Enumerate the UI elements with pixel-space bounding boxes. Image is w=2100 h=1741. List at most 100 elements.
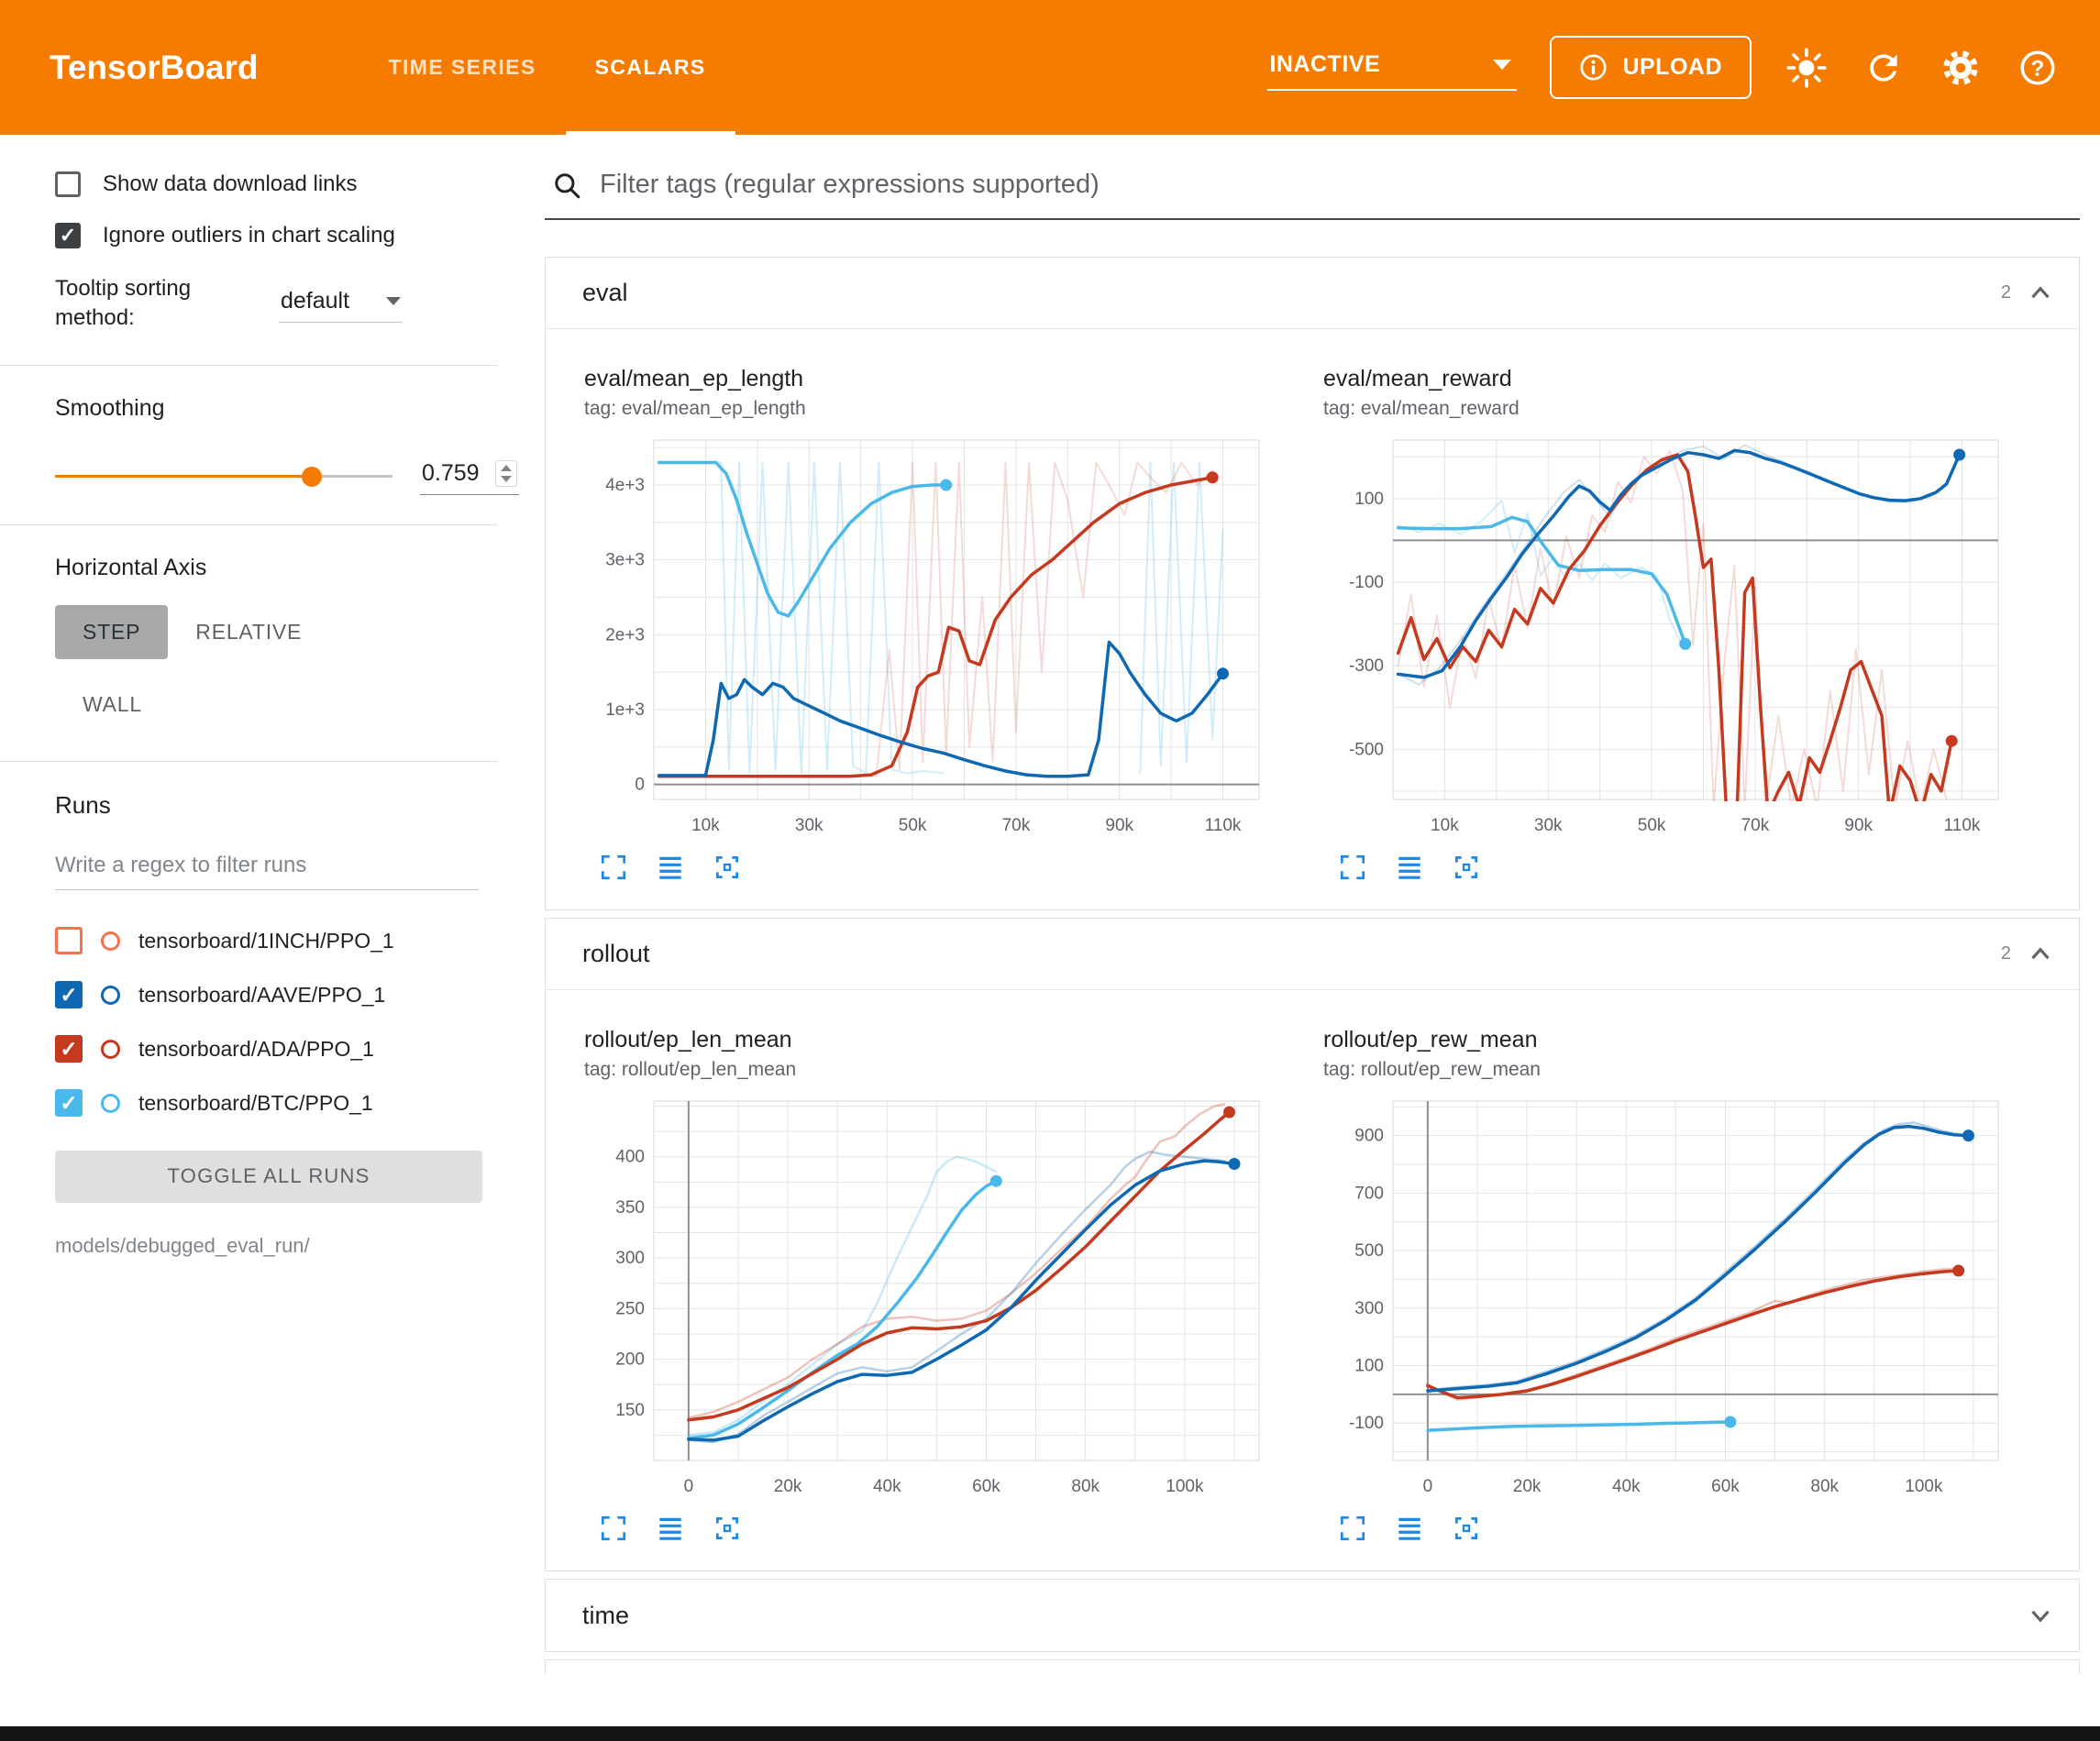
status-dropdown-value: INACTIVE [1269, 51, 1381, 77]
chevron-down-icon [386, 297, 402, 306]
data-table-icon[interactable] [1395, 1514, 1424, 1543]
run-checkbox[interactable] [55, 981, 83, 1009]
expand-icon[interactable] [1338, 853, 1367, 882]
tooltip-sorting-row: Tooltip sorting method: default [55, 274, 519, 334]
run-row[interactable]: tensorboard/BTC/PPO_1 [55, 1076, 519, 1130]
svg-text:50k: 50k [899, 816, 927, 835]
svg-text:4e+3: 4e+3 [605, 476, 645, 495]
smoothing-slider-knob[interactable] [301, 466, 322, 487]
help-button[interactable]: ? [2016, 46, 2060, 90]
chevron-up-icon[interactable] [2024, 938, 2057, 971]
svg-text:30k: 30k [795, 816, 823, 835]
app-title: TensorBoard [50, 48, 259, 86]
smoothing-slider[interactable] [55, 466, 392, 487]
svg-text:-100: -100 [1349, 573, 1384, 592]
fit-domain-icon[interactable] [1452, 853, 1481, 882]
chart-canvas[interactable]: 10k 30k 50k 70k 90k 110k -500 -300 -100 100 [1323, 431, 2011, 843]
run-label: tensorboard/ADA/PPO_1 [138, 1036, 374, 1061]
data-table-icon[interactable] [1395, 853, 1424, 882]
smoothing-stepper[interactable] [495, 459, 517, 487]
run-color-indicator [101, 1039, 120, 1059]
chevron-down-icon[interactable] [2024, 1599, 2057, 1632]
chart-eval-mean-ep-length: eval/mean_ep_length tag: eval/mean_ep_le… [584, 366, 1281, 882]
toggle-all-runs-button[interactable]: TOGGLE ALL RUNS [55, 1150, 482, 1203]
smoothing-value-input[interactable] [422, 459, 482, 487]
stepper-down-icon[interactable] [501, 475, 512, 482]
svg-text:300: 300 [615, 1249, 645, 1268]
fit-domain-icon[interactable] [713, 1514, 742, 1543]
chevron-up-icon[interactable] [2024, 277, 2057, 310]
expand-icon[interactable] [599, 853, 628, 882]
next-card-edge [545, 1659, 2080, 1674]
chart-canvas[interactable]: 0 20k 40k 60k 80k 100k 150 200 250 300 350 400 [584, 1092, 1272, 1504]
chart-tag: tag: eval/mean_reward [1323, 398, 1520, 419]
chart-toolbar [1323, 1514, 2020, 1543]
smoothing-label: Smoothing [55, 394, 165, 421]
card-rollout: rollout 2 rollout/ep_len_mean tag: rollo… [545, 918, 2080, 1571]
settings-button[interactable] [1939, 46, 1983, 90]
tooltip-sorting-value: default [281, 288, 350, 314]
runs-filter-input[interactable] [55, 843, 479, 890]
ignore-outliers-option[interactable]: Ignore outliers in chart scaling [55, 223, 519, 248]
run-row[interactable]: tensorboard/ADA/PPO_1 [55, 1022, 519, 1076]
run-row[interactable]: tensorboard/AAVE/PPO_1 [55, 968, 519, 1022]
runs-section: Runs tensorboard/1INCH/PPO_1 tensorboard… [55, 791, 519, 1258]
run-checkbox[interactable] [55, 927, 83, 955]
run-checkbox[interactable] [55, 1035, 83, 1063]
smoothing-value-box [420, 458, 519, 495]
chart-tag: tag: rollout/ep_len_mean [584, 1059, 797, 1080]
refresh-button[interactable] [1862, 46, 1906, 90]
status-dropdown[interactable]: INACTIVE [1267, 44, 1518, 91]
stepper-up-icon[interactable] [501, 464, 512, 471]
chart-title: eval/mean_reward [1323, 366, 1512, 391]
run-checkbox[interactable] [55, 1089, 83, 1118]
chart-canvas[interactable]: 10k 30k 50k 70k 90k 110k 0 1e+3 2e+3 3e+3 4e+3 [584, 431, 1272, 843]
fit-domain-icon[interactable] [713, 853, 742, 882]
axis-relative-button[interactable]: RELATIVE [195, 619, 303, 644]
run-color-indicator [101, 985, 120, 1005]
expand-icon[interactable] [1338, 1514, 1367, 1543]
tooltip-sorting-select[interactable]: default [279, 284, 403, 324]
data-table-icon[interactable] [656, 853, 685, 882]
upload-button[interactable]: UPLOAD [1550, 36, 1752, 99]
fit-domain-icon[interactable] [1452, 1514, 1481, 1543]
tab-scalars[interactable]: SCALARS [565, 0, 735, 135]
tag-filter-input[interactable] [600, 170, 2072, 200]
card-count: 2 [2000, 282, 2011, 303]
axis-step-button[interactable]: STEP [55, 604, 169, 659]
svg-text:100: 100 [1354, 1357, 1384, 1376]
horizontal-axis-section: Horizontal Axis STEP RELATIVE WALL [55, 555, 519, 732]
expand-icon[interactable] [599, 1514, 628, 1543]
svg-text:110k: 110k [1205, 816, 1242, 835]
chart-eval-mean-reward: eval/mean_reward tag: eval/mean_reward 1… [1323, 366, 2020, 882]
card-title: time [582, 1601, 630, 1629]
run-list: tensorboard/1INCH/PPO_1 tensorboard/AAVE… [55, 914, 519, 1130]
bottom-bar [0, 1726, 2100, 1741]
brightness-toggle-button[interactable] [1785, 46, 1829, 90]
chart-title: eval/mean_ep_length [584, 366, 804, 391]
smoothing-section: Smoothing [55, 395, 519, 495]
checkbox-icon[interactable] [55, 223, 81, 248]
svg-text:80k: 80k [1071, 1477, 1100, 1496]
run-row[interactable]: tensorboard/1INCH/PPO_1 [55, 914, 519, 968]
checkbox-label: Ignore outliers in chart scaling [103, 223, 395, 248]
svg-text:90k: 90k [1844, 816, 1873, 835]
tag-filter-row [545, 160, 2080, 220]
run-color-indicator [101, 1093, 120, 1113]
axis-wall-button[interactable]: WALL [83, 691, 142, 716]
data-table-icon[interactable] [656, 1514, 685, 1543]
svg-text:0: 0 [635, 776, 645, 795]
svg-text:250: 250 [615, 1299, 645, 1318]
svg-text:200: 200 [615, 1350, 645, 1370]
svg-text:150: 150 [615, 1401, 645, 1420]
card-rollout-header[interactable]: rollout 2 [546, 919, 2079, 990]
svg-text:70k: 70k [1002, 816, 1031, 835]
chart-canvas[interactable]: 0 20k 40k 60k 80k 100k -100 100 300 500 700 900 [1323, 1092, 2011, 1504]
card-time-header[interactable]: time [546, 1580, 2079, 1651]
show-download-links-option[interactable]: Show data download links [55, 171, 519, 197]
app-header: TensorBoard TIME SERIES SCALARS INACTIVE… [0, 0, 2100, 135]
checkbox-icon[interactable] [55, 171, 81, 197]
card-eval-header[interactable]: eval 2 [546, 258, 2079, 329]
tab-time-series[interactable]: TIME SERIES [388, 55, 536, 79]
svg-text:0: 0 [1423, 1477, 1433, 1496]
